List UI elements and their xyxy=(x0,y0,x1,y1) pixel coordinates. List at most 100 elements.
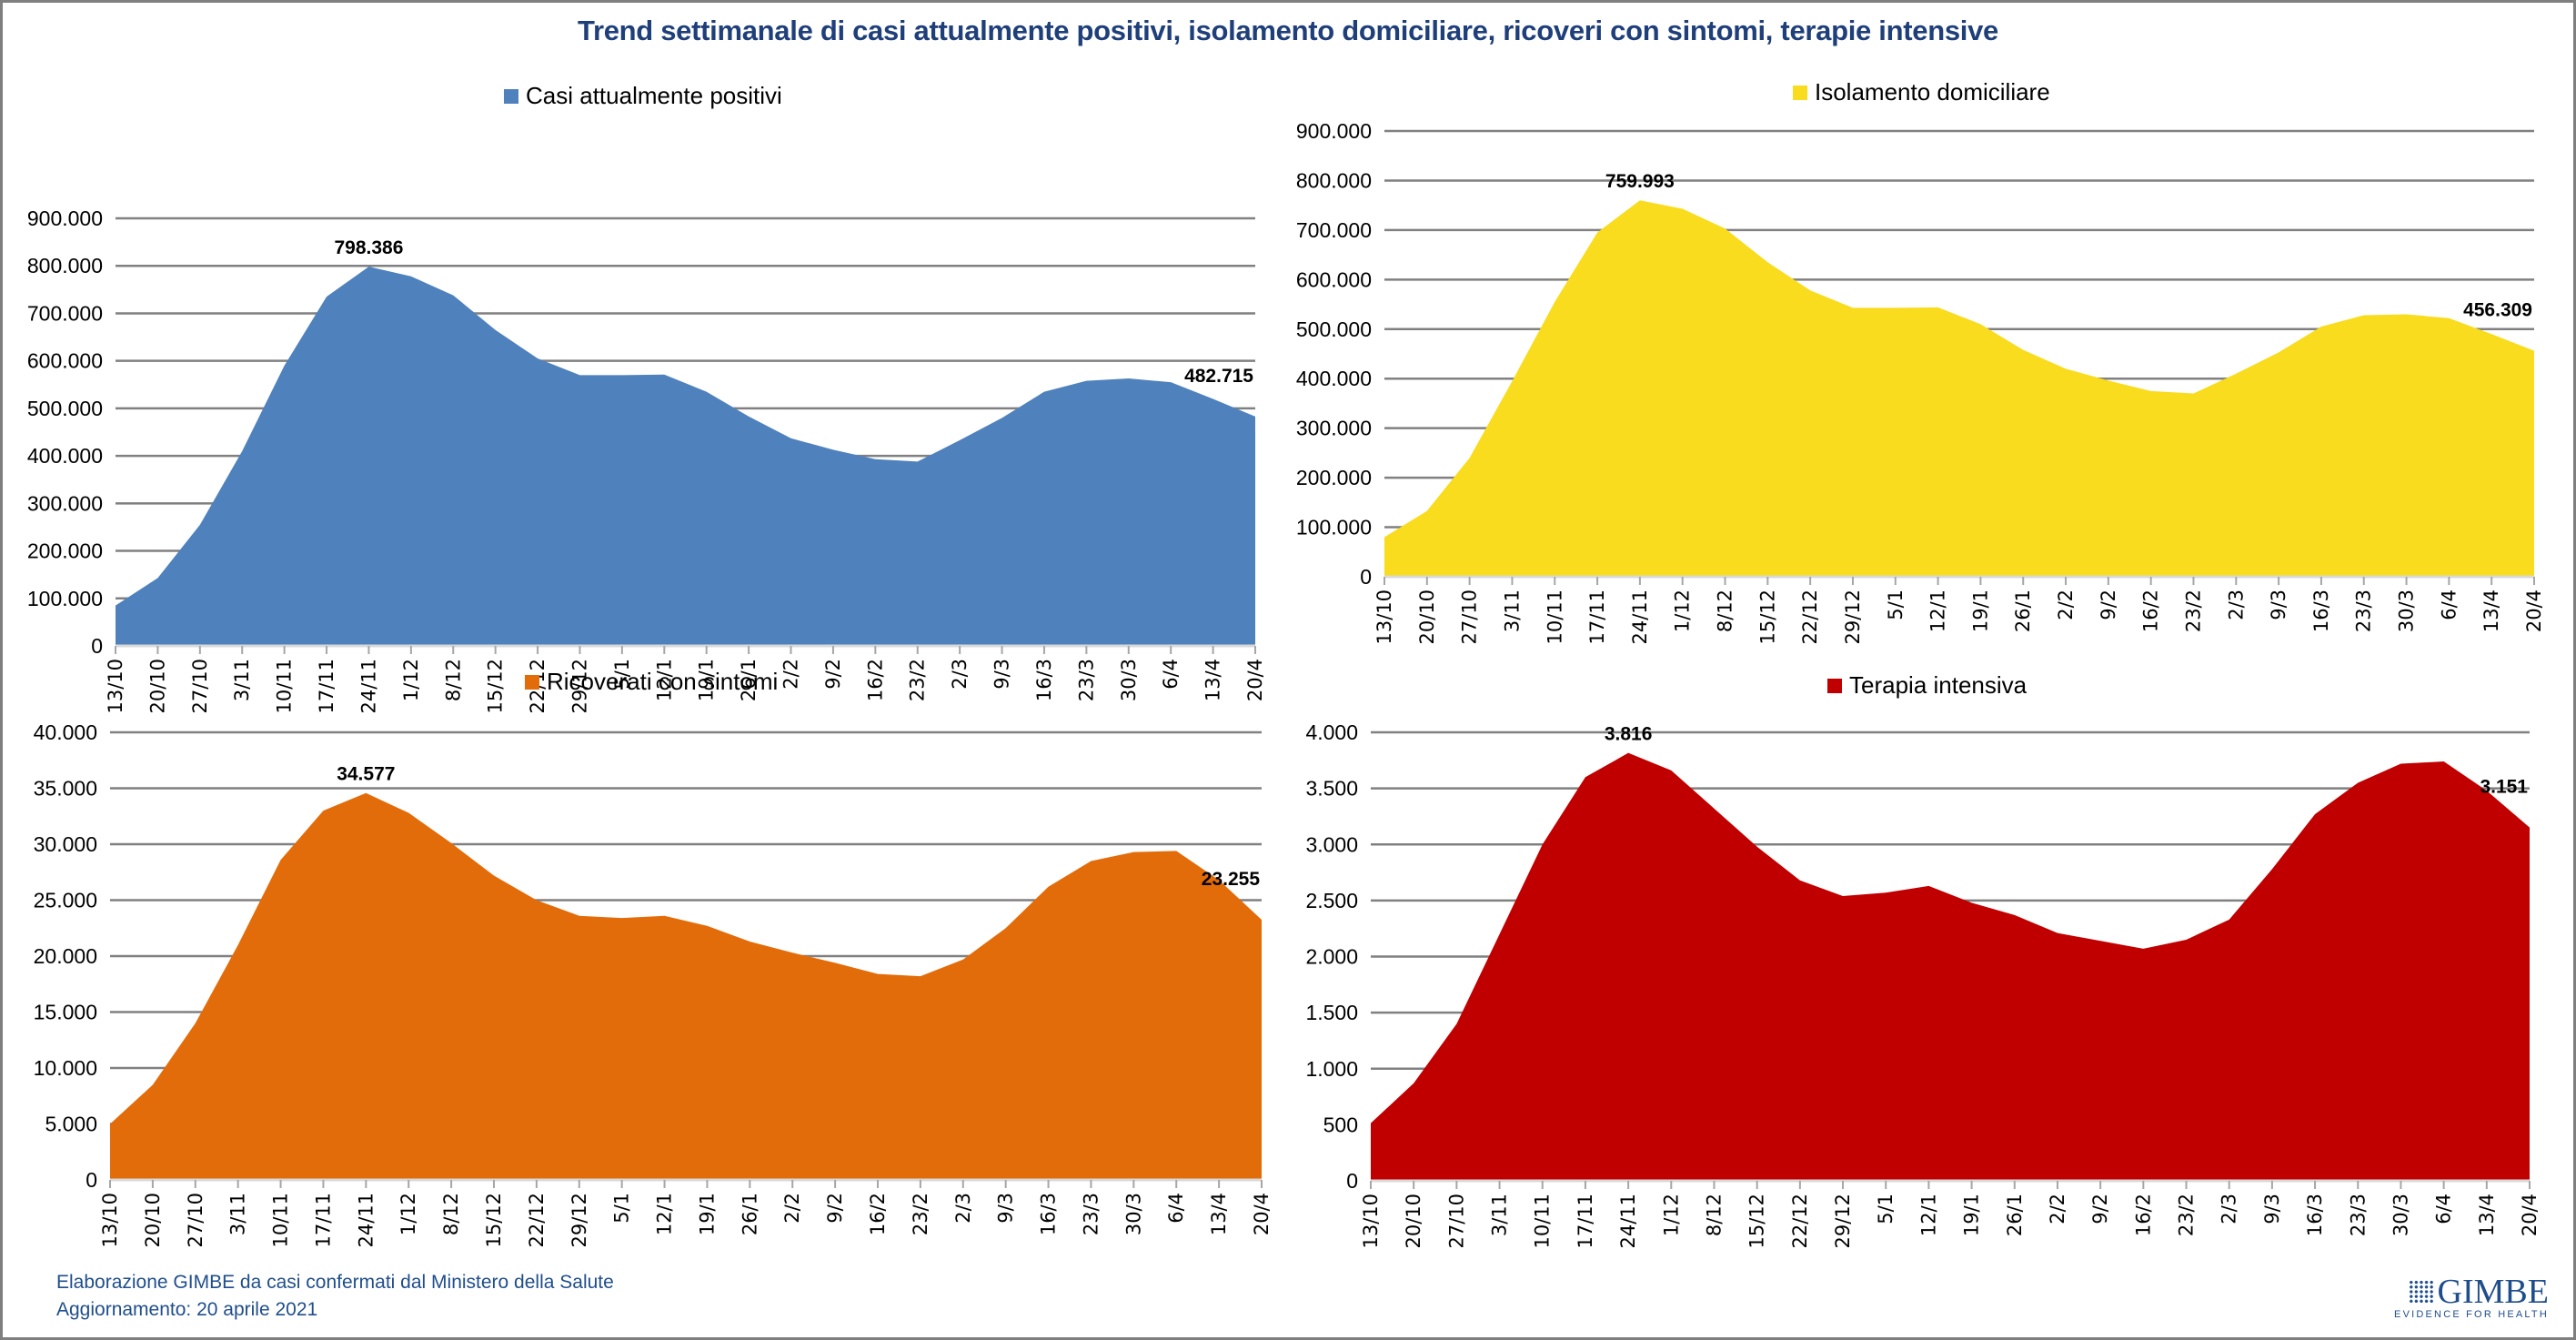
x-tick-label: 2/2 xyxy=(781,1193,803,1224)
x-tick-label: 9/2 xyxy=(2089,1194,2111,1224)
x-tick-label: 30/3 xyxy=(1122,1193,1144,1235)
y-tick-label: 5.000 xyxy=(45,1113,97,1136)
logo-name: GIMBE xyxy=(2437,1273,2549,1311)
x-tick-label: 1/12 xyxy=(397,1193,419,1235)
x-tick-label: 20/10 xyxy=(146,659,168,714)
x-tick-label: 20/4 xyxy=(1244,659,1266,701)
x-tick-label: 29/12 xyxy=(1842,589,1864,645)
x-tick-label: 13/4 xyxy=(2480,589,2502,632)
x-tick-label: 9/3 xyxy=(2268,589,2289,620)
legend: Ricoverati con sintomi xyxy=(525,668,778,696)
x-tick-label: 13/10 xyxy=(105,659,126,714)
x-tick-label: 29/12 xyxy=(569,1193,590,1248)
x-tick-label: 12/1 xyxy=(1917,1194,1939,1236)
x-tick-label: 13/10 xyxy=(99,1193,121,1248)
y-tick-label: 500.000 xyxy=(27,397,103,420)
chart-panel-ricoverati-con-sintomi: 0 5.000 10.000 15.000 20.000 25.000 30.000 35.0… xyxy=(0,655,1288,1274)
y-tick-label: 2.000 xyxy=(1305,945,1358,969)
legend: Terapia intensiva xyxy=(1827,671,2027,700)
x-tick-label: 15/12 xyxy=(1756,589,1778,645)
x-tick-label: 26/1 xyxy=(738,659,760,701)
data-label: 482.715 xyxy=(1184,366,1253,387)
x-tick-label: 2/3 xyxy=(2219,1194,2240,1224)
x-tick-label: 9/3 xyxy=(991,659,1013,690)
x-tick-label: 24/11 xyxy=(357,659,379,714)
y-tick-label: 0 xyxy=(86,1168,97,1192)
x-tick-label: 26/1 xyxy=(2004,1194,2026,1236)
x-tick-label: 10/11 xyxy=(1532,1194,1554,1249)
x-tick-label: 1/12 xyxy=(1672,589,1694,632)
y-tick-label: 2.500 xyxy=(1305,889,1358,912)
x-tick-label: 20/10 xyxy=(1403,1194,1424,1249)
x-tick-label: 6/4 xyxy=(2433,1194,2455,1224)
x-tick-label: 27/10 xyxy=(189,659,211,714)
x-tick-label: 27/10 xyxy=(1445,1194,1467,1249)
x-tick-label: 10/11 xyxy=(274,659,296,714)
x-tick-label: 19/1 xyxy=(1969,589,1991,632)
y-tick-label: 0 xyxy=(1360,565,1372,589)
area-series xyxy=(1384,200,2534,578)
data-label: 34.577 xyxy=(337,764,395,785)
x-tick-label: 2/3 xyxy=(952,1193,974,1224)
x-tick-label: 2/3 xyxy=(949,659,971,690)
y-tick-label: 500.000 xyxy=(1296,317,1372,341)
x-tick-label: 27/10 xyxy=(185,1193,206,1248)
y-tick-label: 100.000 xyxy=(27,587,103,610)
x-tick-label: 13/4 xyxy=(1208,1193,1230,1235)
gimbe-logo: GIMBE EVIDENCE FOR HEALTH xyxy=(2394,1273,2549,1320)
x-tick-label: 19/1 xyxy=(696,659,718,701)
x-tick-label: 13/4 xyxy=(2476,1194,2498,1236)
data-label: 3.816 xyxy=(1605,724,1653,745)
x-tick-label: 9/2 xyxy=(824,1193,846,1224)
x-tick-label: 20/4 xyxy=(1251,1193,1273,1235)
x-tick-label: 10/11 xyxy=(270,1193,292,1248)
y-tick-label: 400.000 xyxy=(1296,367,1372,390)
x-tick-label: 9/3 xyxy=(995,1193,1017,1224)
x-tick-label: 10/11 xyxy=(1544,589,1565,645)
x-tick-label: 23/2 xyxy=(2176,1194,2198,1236)
y-tick-label: 300.000 xyxy=(27,491,103,515)
y-tick-label: 25.000 xyxy=(34,889,97,912)
x-tick-label: 12/1 xyxy=(654,1193,676,1235)
x-tick-label: 15/12 xyxy=(485,659,507,714)
x-tick-label: 13/10 xyxy=(1360,1194,1382,1249)
x-tick-label: 23/2 xyxy=(907,659,929,701)
x-tick-label: 23/2 xyxy=(2182,589,2204,632)
x-tick-label: 16/3 xyxy=(2304,1194,2326,1236)
y-tick-label: 700.000 xyxy=(1296,218,1372,242)
y-tick-label: 35.000 xyxy=(34,777,97,801)
legend: Isolamento domiciliare xyxy=(1793,78,2050,106)
data-label: 3.151 xyxy=(2480,777,2528,798)
x-tick-label: 20/4 xyxy=(2519,1194,2541,1236)
x-tick-label: 23/3 xyxy=(2347,1194,2369,1236)
x-tick-label: 1/12 xyxy=(1660,1194,1682,1236)
area-series xyxy=(116,267,1255,646)
x-tick-label: 9/2 xyxy=(822,659,844,690)
chart-svg: 0 5.000 10.000 15.000 20.000 25.000 30.000 35.0… xyxy=(34,720,1273,1248)
x-tick-label: 6/4 xyxy=(1165,1193,1187,1224)
x-tick-label: 17/11 xyxy=(312,1193,334,1248)
chart-panel-terapia-intensiva: 0 500 1.000 1.500 2.000 2.500 3.000 3.500 4.000 1… xyxy=(1288,655,2576,1274)
x-tick-label: 29/12 xyxy=(1832,1194,1854,1249)
x-tick-label: 1/12 xyxy=(400,659,422,701)
y-tick-label: 500 xyxy=(1323,1113,1358,1136)
y-tick-label: 900.000 xyxy=(1296,119,1372,143)
x-tick-label: 20/4 xyxy=(2523,589,2545,632)
y-tick-label: 15.000 xyxy=(34,1001,97,1024)
data-label: 456.309 xyxy=(2463,300,2532,321)
chart-panel-casi-positivi: 0 100.000 200.000 300.000 400.000 500.000 600.… xyxy=(0,73,1288,714)
data-label: 23.255 xyxy=(1202,869,1261,890)
y-tick-label: 300.000 xyxy=(1296,417,1372,440)
x-tick-label: 30/3 xyxy=(2390,1194,2411,1236)
x-tick-label: 17/11 xyxy=(316,659,337,714)
y-tick-label: 100.000 xyxy=(1296,516,1372,539)
x-tick-label: 23/3 xyxy=(1080,1193,1102,1235)
x-tick-label: 3/11 xyxy=(1489,1194,1511,1236)
x-tick-label: 15/12 xyxy=(483,1193,505,1248)
x-tick-label: 6/4 xyxy=(1160,659,1182,690)
x-tick-label: 23/3 xyxy=(1075,659,1097,701)
area-series xyxy=(110,792,1262,1180)
x-tick-label: 3/11 xyxy=(231,659,253,701)
source-note: Elaborazione GIMBE da casi confermati da… xyxy=(56,1269,614,1324)
x-tick-label: 17/11 xyxy=(1586,589,1608,645)
